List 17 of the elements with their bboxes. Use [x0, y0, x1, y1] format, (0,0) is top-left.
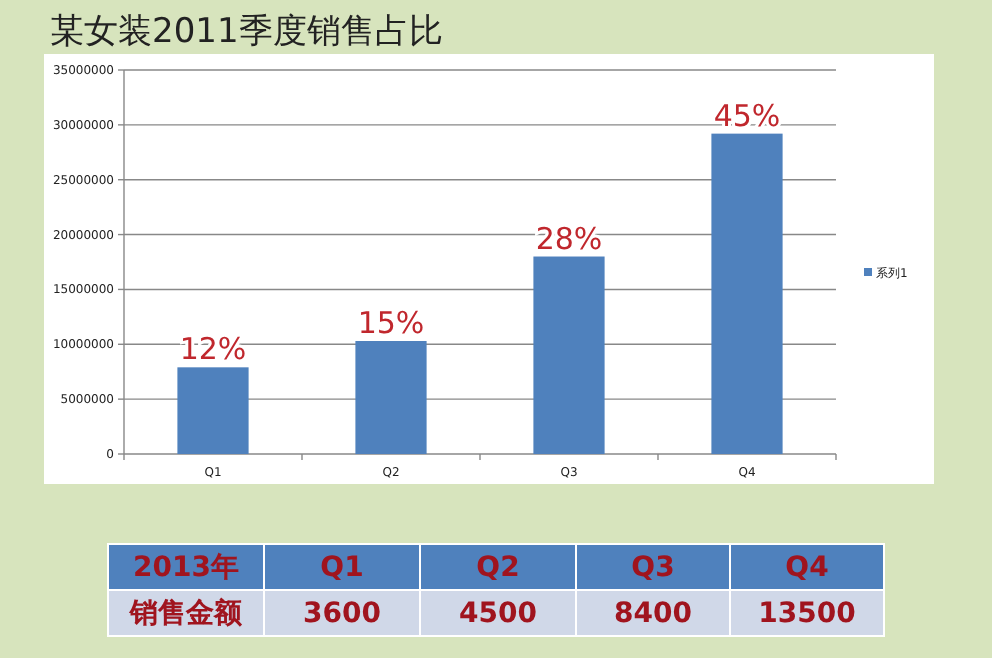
- text: Q1: [320, 552, 364, 584]
- annotation: 45%: [713, 97, 781, 134]
- bar: [711, 133, 783, 454]
- text: 2013年: [133, 552, 239, 584]
- text: 8400: [614, 598, 693, 630]
- text: Q4: [785, 552, 830, 584]
- chart-title: 某女装2011季度销售占比: [50, 12, 443, 52]
- bar: [533, 256, 605, 454]
- text: Q3: [631, 552, 675, 584]
- text: 3600: [303, 598, 382, 630]
- text: Q2: [476, 552, 520, 584]
- bar: [355, 340, 427, 454]
- annotation: 15%: [357, 304, 425, 341]
- text: 4500: [459, 598, 538, 630]
- text: 13500: [758, 598, 857, 630]
- bar: [177, 367, 249, 454]
- text: 销售金额: [128, 596, 244, 630]
